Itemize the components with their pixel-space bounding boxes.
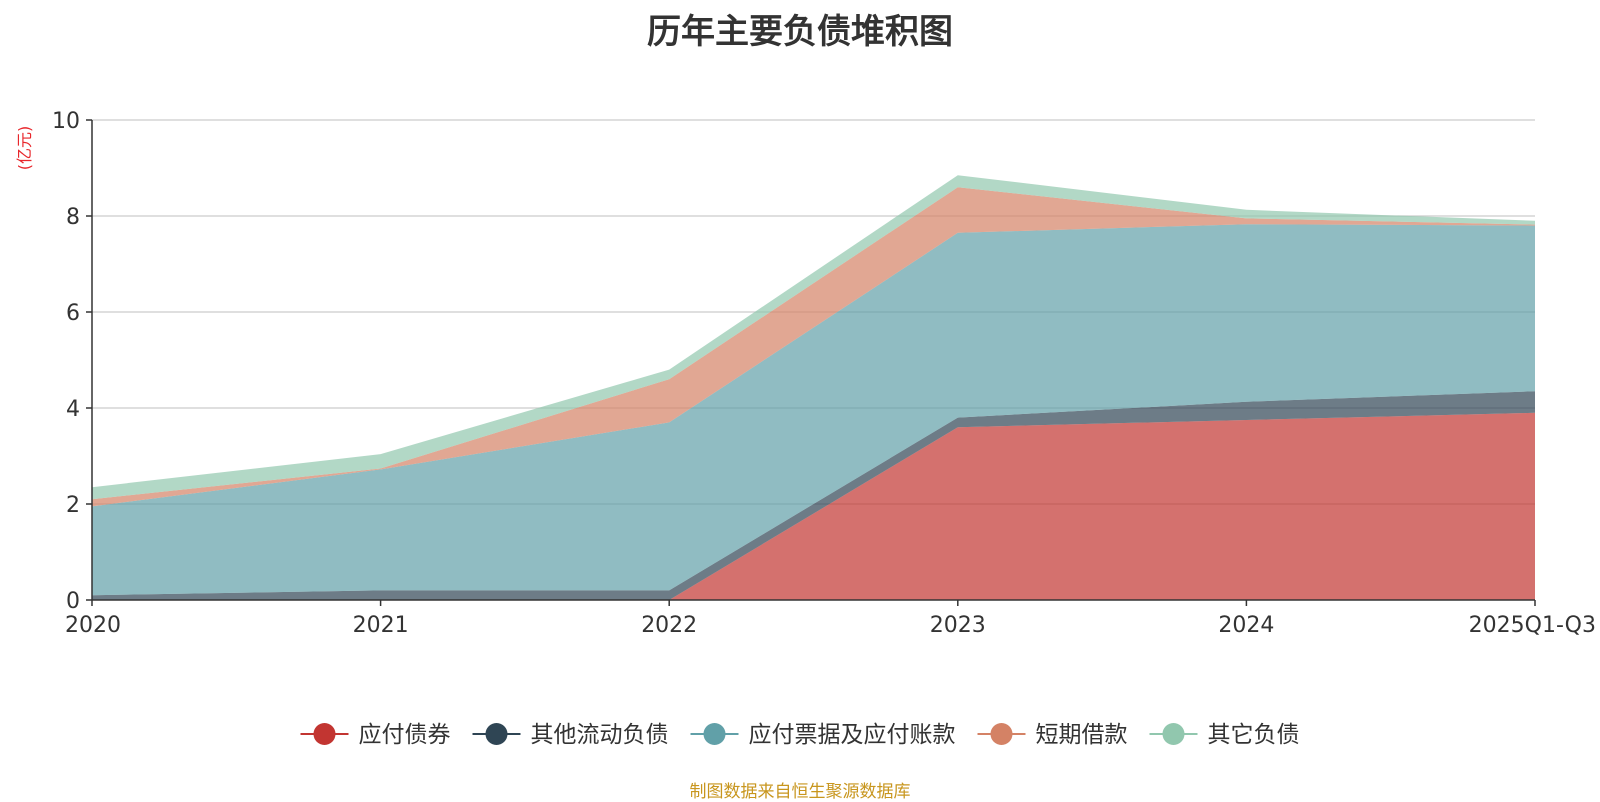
y-tick-label: 6 <box>66 301 80 326</box>
legend-marker <box>313 723 336 745</box>
legend-label: 其它负债 <box>1208 722 1300 748</box>
x-tick-label: 2022 <box>641 613 697 638</box>
area-series-3[interactable] <box>92 224 1535 596</box>
legend-label: 应付债券 <box>359 722 451 748</box>
legend-item-3[interactable]: 应付票据及应付账款 <box>690 722 956 748</box>
area-series-2[interactable] <box>92 391 1535 600</box>
data-source-note: 制图数据来自恒生聚源数据库 <box>689 782 911 802</box>
x-tick-label: 2021 <box>353 613 409 638</box>
y-tick-label: 4 <box>66 397 80 422</box>
legend[interactable]: 应付债券 其他流动负债 应付票据及应付账款 短期借款 其它负债 <box>300 722 1300 748</box>
legend-label: 其他流动负债 <box>531 722 669 748</box>
legend-item-4[interactable]: 短期借款 <box>977 722 1128 748</box>
y-tick-label: 2 <box>66 493 80 518</box>
legend-item-2[interactable]: 其他流动负债 <box>472 722 669 748</box>
legend-label: 短期借款 <box>1036 722 1128 748</box>
legend-label: 应付票据及应付账款 <box>749 722 956 748</box>
x-tick-label: 2020 <box>65 613 121 638</box>
x-tick-label: 2024 <box>1218 613 1274 638</box>
y-axis-unit-label: (亿元) <box>15 126 34 171</box>
legend-marker <box>485 723 508 745</box>
legend-item-5[interactable]: 其它负债 <box>1149 722 1300 748</box>
y-tick-label: 10 <box>52 109 80 134</box>
x-tick-label: 2025Q1-Q3 <box>1469 613 1596 638</box>
chart-title: 历年主要负债堆积图 <box>647 12 953 52</box>
legend-marker <box>1162 723 1185 745</box>
y-tick-label: 8 <box>66 205 80 230</box>
x-tick-label: 2023 <box>930 613 986 638</box>
legend-marker <box>703 723 726 745</box>
legend-item-1[interactable]: 应付债券 <box>300 722 451 748</box>
area-series-1[interactable] <box>92 412 1535 600</box>
y-tick-label: 0 <box>66 589 80 614</box>
legend-marker <box>990 723 1013 745</box>
axes: 0 2 4 6 8 10 2020 2021 2022 2023 2024 2025Q1-Q3 (亿元) <box>15 109 1596 638</box>
area-series <box>92 175 1535 600</box>
